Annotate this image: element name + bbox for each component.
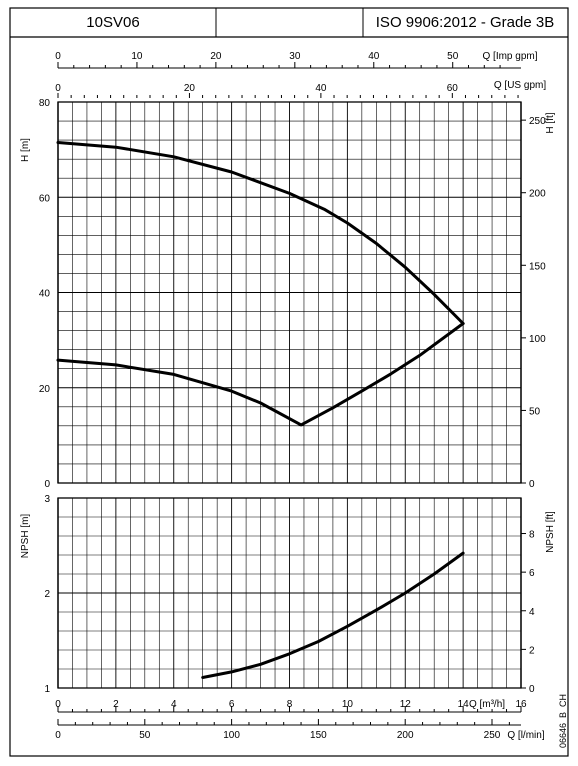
head-right-tick-label: 50 <box>529 406 541 417</box>
head-curve-1 <box>56 141 465 325</box>
head-right-tick-label: 0 <box>529 479 535 490</box>
head-ytick-label: 60 <box>39 193 51 204</box>
imp-gpm-tick-label: 20 <box>210 51 222 62</box>
head-ytick-label: 40 <box>39 289 51 300</box>
m3h-tick-label: 16 <box>515 699 527 710</box>
lmin-tick-label: 0 <box>55 730 61 741</box>
imp-gpm-tick-label: 50 <box>447 51 459 62</box>
m3h-tick-label: 6 <box>229 699 235 710</box>
m3h-tick-label: 12 <box>400 699 412 710</box>
lmin-tick-label: 200 <box>397 730 414 741</box>
npsh-curve-1 <box>201 551 465 679</box>
head-ylabel-left: H [m] <box>20 138 31 162</box>
lmin-tick-label: 100 <box>223 730 240 741</box>
m3h-tick-label: 14 <box>458 699 470 710</box>
sheet-frame <box>9 7 569 757</box>
imp-gpm-tick-label: 0 <box>55 51 61 62</box>
head-ytick-label: 80 <box>39 98 51 109</box>
imp-gpm-tick-label: 10 <box>131 51 143 62</box>
npsh-plot-frame <box>57 497 522 689</box>
m3h-tick-label: 10 <box>342 699 354 710</box>
npsh-ylabel-right: NPSH [ft] <box>545 511 556 553</box>
npsh-right-tick-label: 0 <box>529 684 535 695</box>
head-right-tick-label: 200 <box>529 189 546 200</box>
us-gpm-tick-label: 60 <box>447 83 459 94</box>
lmin-axis-label: Q [l/min] <box>507 730 544 741</box>
standard-label: ISO 9906:2012 - Grade 3B <box>376 14 554 31</box>
head-right-tick-label: 150 <box>529 261 546 272</box>
us-gpm-axis-label: Q [US gpm] <box>494 80 546 91</box>
npsh-ytick-label: 1 <box>44 684 50 695</box>
npsh-right-tick-label: 8 <box>529 530 535 541</box>
npsh-right-tick-label: 4 <box>529 607 535 618</box>
head-ylabel-right: H [ft] <box>545 112 556 133</box>
us-gpm-tick-label: 20 <box>184 83 196 94</box>
lmin-tick-label: 50 <box>139 730 151 741</box>
head-ytick-label: 0 <box>44 479 50 490</box>
npsh-ytick-label: 3 <box>44 494 50 505</box>
imp-gpm-tick-label: 40 <box>368 51 380 62</box>
model-name: 10SV06 <box>86 14 139 31</box>
npsh-ylabel-left: NPSH [m] <box>20 514 31 559</box>
head-plot-frame <box>57 101 522 484</box>
lmin-tick-label: 250 <box>484 730 501 741</box>
head-ytick-label: 20 <box>39 384 51 395</box>
npsh-right-tick-label: 2 <box>529 645 535 656</box>
imp-gpm-tick-label: 30 <box>289 51 301 62</box>
imp-gpm-axis-label: Q [Imp gpm] <box>482 51 537 62</box>
us-gpm-tick-label: 0 <box>55 83 61 94</box>
npsh-ytick-label: 2 <box>44 589 50 600</box>
head-right-tick-label: 250 <box>529 116 546 127</box>
lmin-tick-label: 150 <box>310 730 327 741</box>
us-gpm-tick-label: 40 <box>315 83 327 94</box>
drawing-code: 06646_B_CH <box>558 694 568 748</box>
head-right-tick-label: 100 <box>529 334 546 345</box>
npsh-right-tick-label: 6 <box>529 568 535 579</box>
m3h-tick-label: 8 <box>287 699 293 710</box>
m3h-tick-label: 0 <box>55 699 61 710</box>
m3h-axis-label: Q [m³/h] <box>469 699 505 710</box>
m3h-tick-label: 4 <box>171 699 177 710</box>
head-curve-2 <box>56 322 465 427</box>
m3h-tick-label: 2 <box>113 699 119 710</box>
